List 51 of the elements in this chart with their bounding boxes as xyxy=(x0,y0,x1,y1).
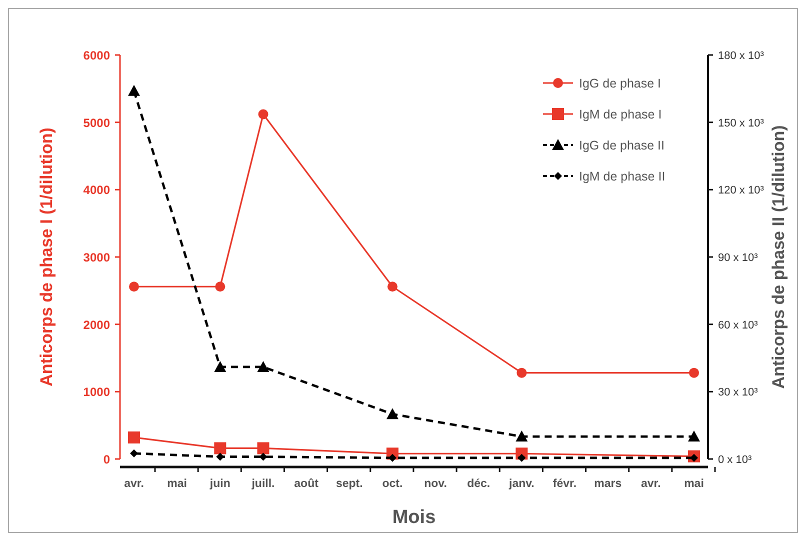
y2-tick-label: 0 x 10³ xyxy=(718,454,752,466)
point xyxy=(689,368,699,378)
x-tick-label: janv. xyxy=(508,478,534,490)
point xyxy=(516,430,528,442)
x-tick-label: déc. xyxy=(467,478,490,490)
y2-tick-label: 180 x 10³ xyxy=(718,50,764,62)
point xyxy=(128,431,140,444)
y2-tick-label: 150 x 10³ xyxy=(718,117,764,130)
legend-label: IgM de phase II xyxy=(579,170,666,184)
x-tick-label: mai xyxy=(684,478,704,490)
x-tick-label: oct. xyxy=(382,478,403,490)
x-tick-label: août xyxy=(294,478,319,490)
y-tick-label: 4000 xyxy=(83,183,110,198)
x-tick-label: juill. xyxy=(250,478,275,490)
point xyxy=(386,408,398,420)
point xyxy=(128,84,140,96)
legend-label: IgG de phase I xyxy=(579,76,662,90)
y-tick-label: 3000 xyxy=(83,250,110,264)
y2-tick-label: 30 x 10³ xyxy=(718,386,758,399)
point xyxy=(130,449,138,458)
x-tick-label: mai xyxy=(167,478,187,490)
x-tick-label: mars xyxy=(594,478,622,490)
point xyxy=(215,282,226,292)
x-tick-label: nov. xyxy=(424,478,447,490)
x-tick-label: févr. xyxy=(552,478,577,490)
legend-label: IgM de phase I xyxy=(579,108,662,122)
point xyxy=(129,282,139,292)
y-tick-label: 2000 xyxy=(83,318,110,332)
point xyxy=(257,360,270,372)
point xyxy=(214,442,226,454)
y-tick-label: 1000 xyxy=(83,385,110,400)
legend-label: IgG de phase II xyxy=(579,138,664,152)
y2-axis-title: Anticorps de phase II (1/dilution) xyxy=(769,125,788,389)
y2-tick-label: 90 x 10³ xyxy=(718,252,758,264)
y-tick-label: 6000 xyxy=(83,48,110,62)
x-tick-label: avr. xyxy=(124,478,144,490)
x-tick-label: sept. xyxy=(336,478,363,490)
point xyxy=(688,430,700,442)
y-tick-label: 0 xyxy=(103,452,110,466)
y-tick-label: 5000 xyxy=(83,116,110,130)
point xyxy=(214,360,226,372)
point xyxy=(387,282,398,292)
x-tick-label: avr. xyxy=(641,478,661,490)
y-axis-title: Anticorps de phase I (1/dilution) xyxy=(37,128,56,386)
x-axis-title: Mois xyxy=(392,507,436,528)
point xyxy=(257,442,270,454)
point xyxy=(516,368,527,378)
x-tick-label: juin xyxy=(208,478,230,490)
y2-tick-label: 120 x 10³ xyxy=(718,184,764,197)
point xyxy=(258,109,268,120)
y2-tick-label: 60 x 10³ xyxy=(718,319,758,332)
